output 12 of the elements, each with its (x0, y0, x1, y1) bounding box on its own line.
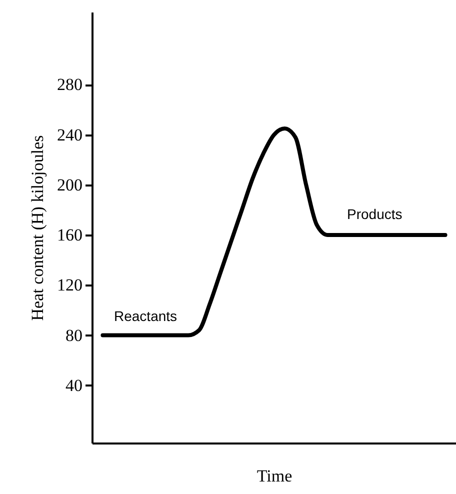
annotation: Products (347, 206, 402, 222)
y-tick-label: 280 (57, 75, 82, 94)
line-series (100, 126, 448, 338)
y-tick-label: 120 (57, 276, 82, 295)
y-tick-label: 40 (66, 376, 82, 395)
y-tick-label: 160 (57, 226, 82, 245)
x-axis-title: Time (256, 466, 292, 486)
annotation: Reactants (114, 308, 178, 324)
y-tick-label: 80 (66, 326, 82, 345)
y-tick-label: 200 (57, 175, 82, 194)
y-axis-title: Heat content (H) kilojoules (28, 135, 47, 321)
y-tick-label: 240 (57, 125, 82, 144)
